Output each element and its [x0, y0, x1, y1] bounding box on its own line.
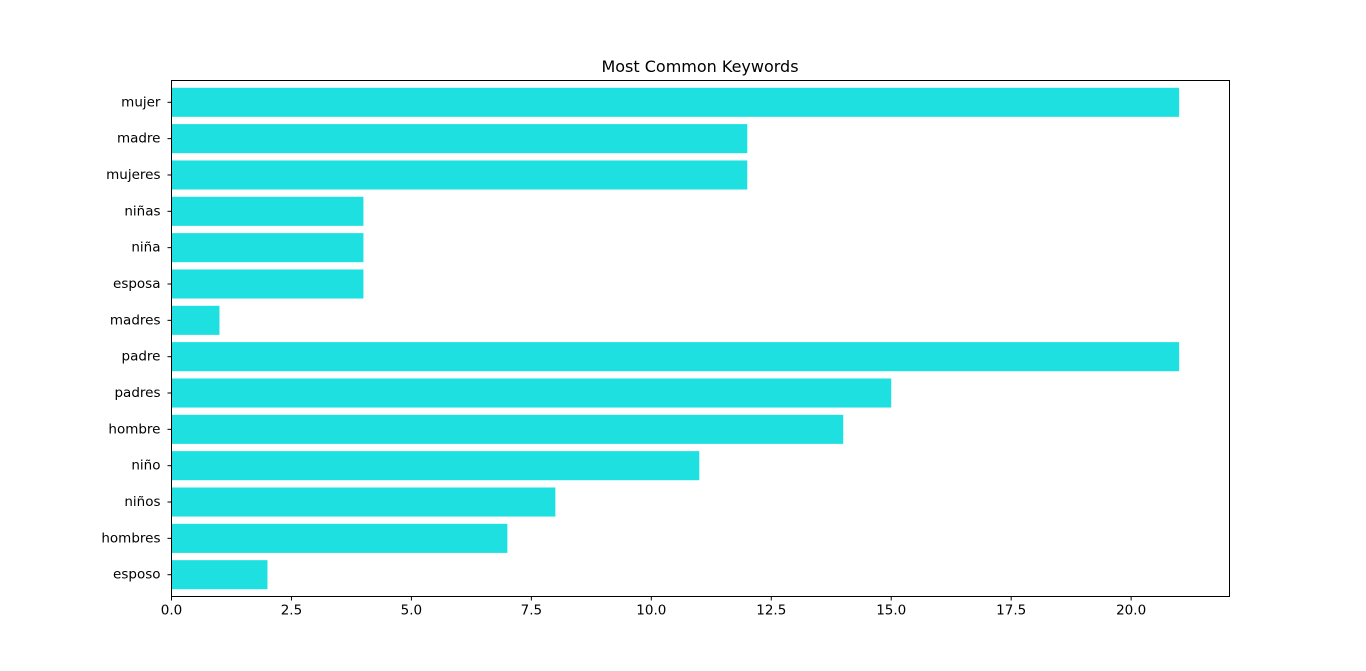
- y-tick-label: madre: [117, 131, 161, 147]
- bars-group: [171, 87, 1180, 590]
- x-tick-label: 12.5: [756, 603, 786, 619]
- y-tick-label: madres: [110, 312, 161, 328]
- x-tick-label: 20.0: [1116, 603, 1146, 619]
- y-tick-label: mujeres: [106, 167, 160, 183]
- bar-madres: [171, 305, 220, 335]
- chart-title: Most Common Keywords: [601, 57, 798, 76]
- bar-madre: [171, 124, 748, 154]
- bar-esposa: [171, 269, 364, 299]
- bar-hombre: [171, 414, 844, 444]
- y-axis: mujer madre mujeres niñas niña esposa madres pa…: [101, 94, 172, 583]
- x-tick-label: 7.5: [521, 603, 542, 619]
- y-tick-label: padres: [114, 385, 160, 401]
- y-tick-label: niño: [131, 458, 160, 474]
- bar-esposo: [171, 560, 268, 590]
- x-tick-label: 2.5: [281, 603, 302, 619]
- bar-padres: [171, 378, 892, 408]
- x-tick-label: 0.0: [161, 603, 182, 619]
- y-tick-label: hombres: [101, 530, 160, 546]
- x-axis: 0.0 2.5 5.0 7.5 10.0 12.5 15.0 17.5 20.0: [161, 596, 1146, 619]
- x-tick-label: 5.0: [401, 603, 422, 619]
- x-tick-label: 15.0: [876, 603, 906, 619]
- bar-hombres: [171, 523, 508, 553]
- y-tick-label: esposa: [113, 276, 160, 292]
- y-tick-label: padre: [122, 349, 161, 365]
- x-tick-label: 17.5: [996, 603, 1026, 619]
- bar-niñas: [171, 196, 364, 226]
- y-tick-label: niñas: [124, 203, 160, 219]
- y-tick-label: hombre: [108, 421, 160, 437]
- y-tick-label: mujer: [121, 94, 161, 110]
- y-tick-label: niños: [124, 494, 160, 510]
- y-tick-label: niña: [131, 240, 160, 256]
- bar-niños: [171, 487, 556, 517]
- x-tick-label: 10.0: [636, 603, 666, 619]
- plot-frame: [171, 80, 1230, 597]
- bar-padre: [171, 342, 1180, 372]
- y-tick-label: esposo: [113, 567, 160, 583]
- bar-niña: [171, 233, 364, 263]
- bar-niño: [171, 451, 700, 481]
- bar-mujer: [171, 87, 1180, 117]
- bar-mujeres: [171, 160, 748, 190]
